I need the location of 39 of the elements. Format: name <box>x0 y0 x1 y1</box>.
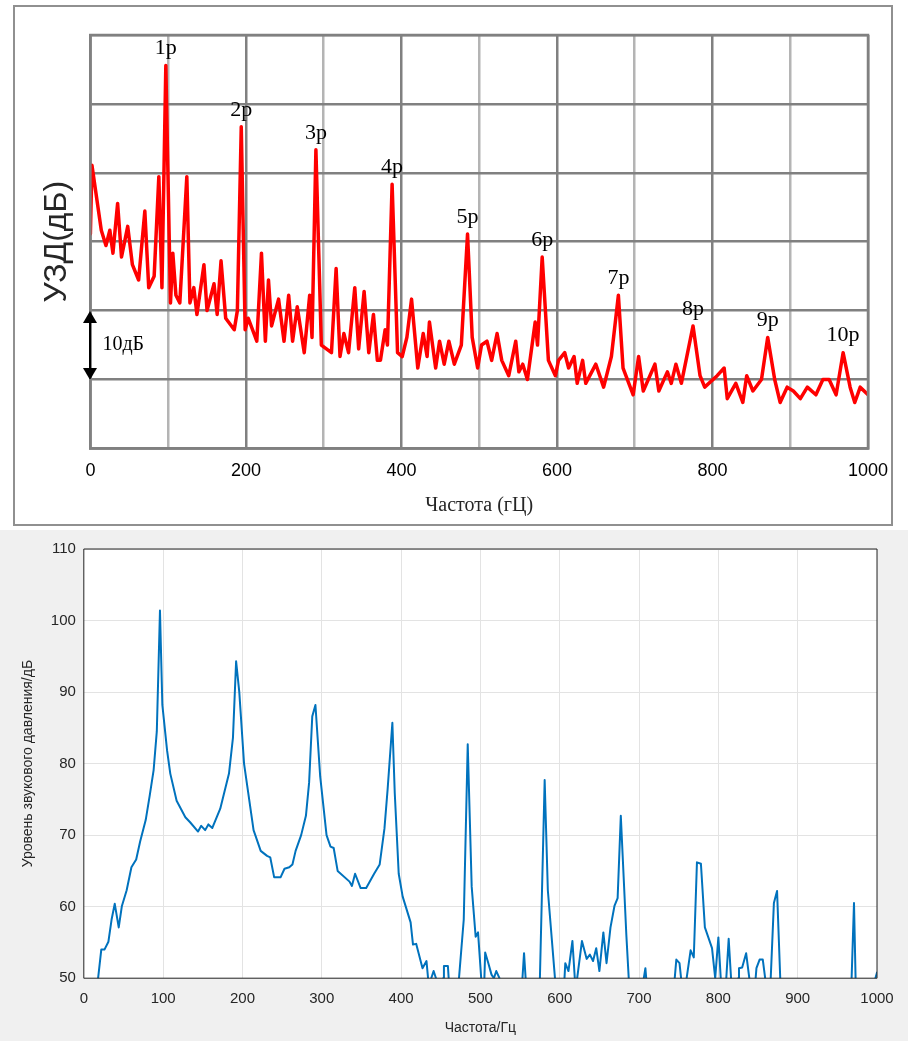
x-tick-label: 200 <box>230 460 261 481</box>
x-tick-label: 400 <box>386 460 417 481</box>
x-tick-label: 700 <box>626 989 652 1007</box>
x-tick-label: 300 <box>309 989 335 1007</box>
y-tick-label: 100 <box>50 610 76 628</box>
annotation: 8р <box>682 294 705 320</box>
annotation: 1р <box>154 34 177 60</box>
x-axis-title: Частота/Гц <box>444 1019 517 1036</box>
x-axis-title: Частота (гЦ) <box>425 493 534 517</box>
annotation: 10дБ <box>102 332 145 356</box>
annotation: 9р <box>756 306 779 332</box>
x-tick-label: 600 <box>541 460 572 481</box>
annotation: 10р <box>826 321 860 347</box>
y-tick-label: 50 <box>59 968 76 986</box>
annotation: 2р <box>230 95 253 121</box>
annotation: 6р <box>531 225 554 251</box>
x-tick-label: 800 <box>705 989 731 1007</box>
y-tick-label: 80 <box>59 753 76 771</box>
y-axis-title: Уровень звукового давления/дБ <box>19 659 36 868</box>
y-tick-label: 60 <box>59 896 76 914</box>
annotation: 5р <box>456 202 479 228</box>
y-tick-label: 70 <box>59 825 76 843</box>
y-tick-label: 90 <box>59 682 76 700</box>
x-tick-label: 200 <box>229 989 255 1007</box>
x-tick-label: 900 <box>785 989 811 1007</box>
annotation: 3р <box>304 118 327 144</box>
x-tick-label: 500 <box>467 989 493 1007</box>
y-tick-label: 110 <box>51 539 76 557</box>
x-tick-label: 0 <box>79 989 88 1007</box>
x-tick-label: 100 <box>150 989 176 1007</box>
x-tick-label: 1000 <box>847 460 889 481</box>
annotation: 4р <box>381 153 404 179</box>
y-axis-title: УЗД(дБ) <box>37 180 74 303</box>
x-tick-label: 800 <box>697 460 728 481</box>
annotation: 7р <box>607 264 630 290</box>
x-tick-label: 0 <box>85 460 96 481</box>
x-tick-label: 400 <box>388 989 414 1007</box>
x-tick-label: 1000 <box>860 989 894 1007</box>
x-tick-label: 600 <box>547 989 573 1007</box>
